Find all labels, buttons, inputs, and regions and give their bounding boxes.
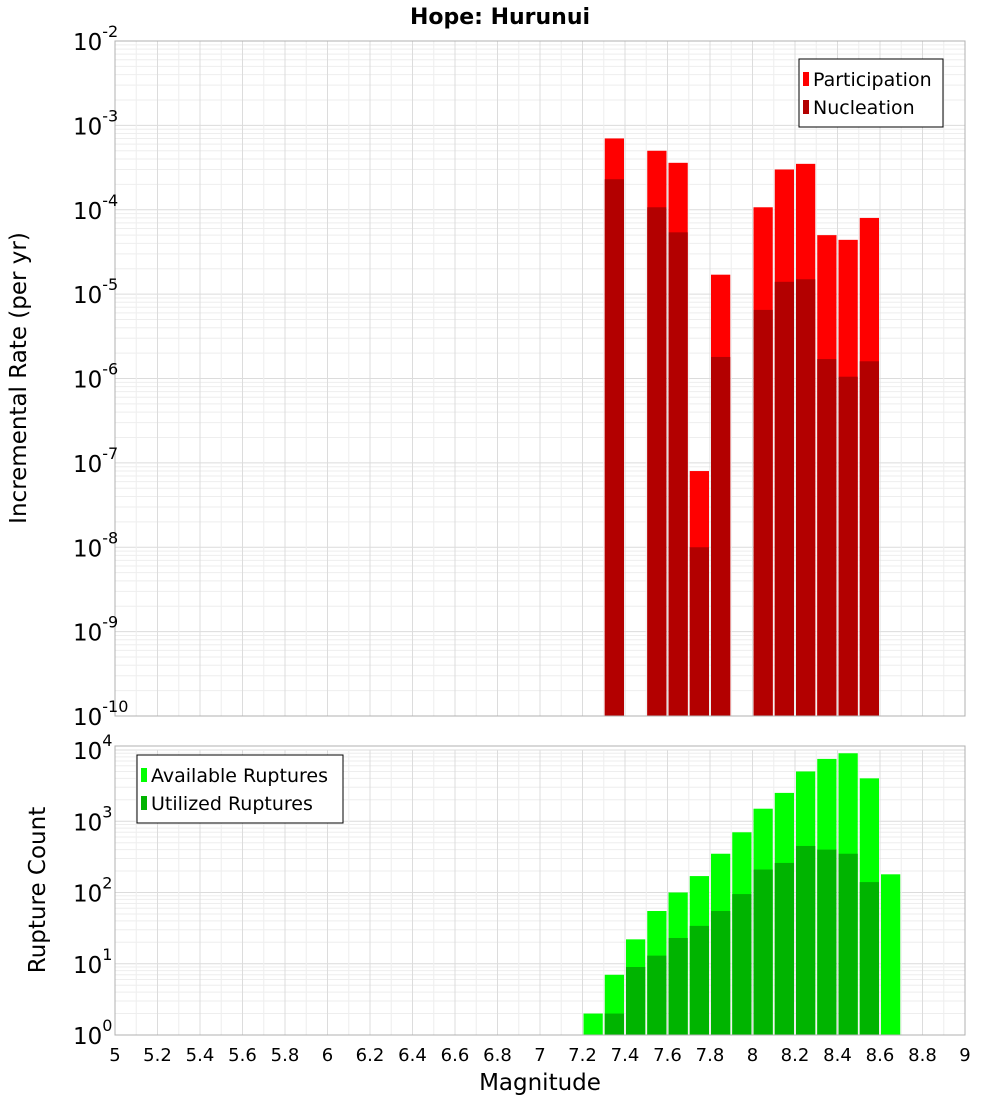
y-tick-label: 10-9 <box>73 613 118 647</box>
legend-swatch <box>141 796 147 810</box>
x-tick-label: 5.4 <box>186 1045 215 1066</box>
bar-utilized-ruptures <box>838 853 858 1035</box>
x-tick-label: 6.6 <box>441 1045 470 1066</box>
bar-nucleation <box>689 547 709 716</box>
bar-utilized-ruptures <box>604 1013 624 1035</box>
bar-utilized-ruptures <box>774 862 794 1035</box>
legend-box <box>136 754 344 824</box>
bar-utilized-ruptures <box>689 925 709 1035</box>
bar-utilized-ruptures <box>753 869 773 1035</box>
legend-label: Participation <box>813 69 932 91</box>
x-tick-label: 9 <box>959 1045 970 1066</box>
legend-box <box>798 58 944 128</box>
y-tick-label: 100 <box>73 1016 112 1050</box>
bar-available-ruptures <box>881 874 901 1035</box>
bar-utilized-ruptures <box>647 955 667 1035</box>
x-tick-label: 7.4 <box>611 1045 640 1066</box>
bar-utilized-ruptures <box>668 937 688 1035</box>
y-tick-label: 10-8 <box>73 528 118 562</box>
legend-label: Available Ruptures <box>151 765 328 787</box>
x-tick-label: 7.2 <box>568 1045 597 1066</box>
x-tick-label: 6 <box>322 1045 333 1066</box>
x-tick-label: 8.8 <box>908 1045 937 1066</box>
x-tick-label: 6.2 <box>356 1045 385 1066</box>
legend-swatch <box>141 768 147 782</box>
bottom-legend: Available Ruptures Utilized Ruptures <box>136 754 344 824</box>
x-tick-label: 8.2 <box>781 1045 810 1066</box>
bar-utilized-ruptures <box>796 845 816 1035</box>
x-tick-label: 5 <box>109 1045 120 1066</box>
top-y-axis-ticks: 10-10 10-9 10-8 10-7 10-6 10-5 10-4 10-3 10-2 <box>73 22 128 731</box>
x-tick-label: 5.6 <box>228 1045 257 1066</box>
y-tick-label: 102 <box>73 874 112 908</box>
y-tick-label: 10-3 <box>73 106 118 140</box>
bar-utilized-ruptures <box>732 894 752 1035</box>
top-plot-bars <box>604 138 879 717</box>
x-tick-label: 6.8 <box>483 1045 512 1066</box>
y-tick-label: 10-5 <box>73 275 118 309</box>
bottom-plot-bars <box>583 753 901 1035</box>
x-axis-ticks: 5 5.2 5.4 5.6 5.8 6 6.2 6.4 6.6 6.8 7 7.2 7.4 7.6 7.8 8… <box>109 1045 970 1066</box>
x-tick-label: 7 <box>534 1045 545 1066</box>
top-plot-grid <box>114 40 966 717</box>
chart-title: Hope: Hurunui <box>410 5 590 30</box>
legend-swatch <box>803 72 809 86</box>
y-tick-label: 10-2 <box>73 22 118 56</box>
bar-utilized-ruptures <box>626 967 646 1035</box>
bar-available-ruptures <box>583 1013 603 1035</box>
bottom-y-axis-ticks: 100 101 102 103 104 <box>73 731 112 1050</box>
y-tick-label: 10-7 <box>73 444 118 478</box>
y-tick-label: 10-4 <box>73 191 118 225</box>
top-legend: Participation Nucleation <box>798 58 944 128</box>
y-tick-label: 101 <box>73 945 112 979</box>
x-tick-label: 7.8 <box>696 1045 725 1066</box>
y-tick-label: 10-10 <box>73 697 128 731</box>
bar-nucleation <box>668 232 688 716</box>
x-axis-label: Magnitude <box>479 1070 601 1096</box>
y-tick-label: 104 <box>73 731 112 765</box>
bar-nucleation <box>838 376 858 716</box>
y-tick-label: 10-6 <box>73 360 118 394</box>
x-tick-label: 5.8 <box>271 1045 300 1066</box>
x-tick-label: 8 <box>747 1045 758 1066</box>
x-tick-label: 8.4 <box>823 1045 852 1066</box>
bar-nucleation <box>796 279 816 716</box>
bar-nucleation <box>711 356 731 716</box>
bottom-y-axis-label: Rupture Count <box>25 807 51 973</box>
bar-nucleation <box>817 359 837 716</box>
x-tick-label: 8.6 <box>866 1045 895 1066</box>
bar-nucleation <box>859 361 879 716</box>
x-tick-label: 6.4 <box>398 1045 427 1066</box>
x-tick-label: 5.2 <box>143 1045 172 1066</box>
bar-utilized-ruptures <box>859 882 879 1035</box>
bar-utilized-ruptures <box>711 910 731 1035</box>
bar-nucleation <box>774 281 794 716</box>
legend-swatch <box>803 100 809 114</box>
y-tick-label: 103 <box>73 802 112 836</box>
x-tick-label: 7.6 <box>653 1045 682 1066</box>
bar-nucleation <box>604 179 624 716</box>
bar-nucleation <box>647 207 667 716</box>
bar-nucleation <box>753 309 773 716</box>
legend-label: Utilized Ruptures <box>151 793 313 815</box>
bottom-plot-frame <box>114 745 966 1036</box>
top-y-axis-label: Incremental Rate (per yr) <box>6 232 32 524</box>
bar-utilized-ruptures <box>817 849 837 1035</box>
top-plot-frame <box>114 40 966 717</box>
legend-label: Nucleation <box>813 97 915 119</box>
